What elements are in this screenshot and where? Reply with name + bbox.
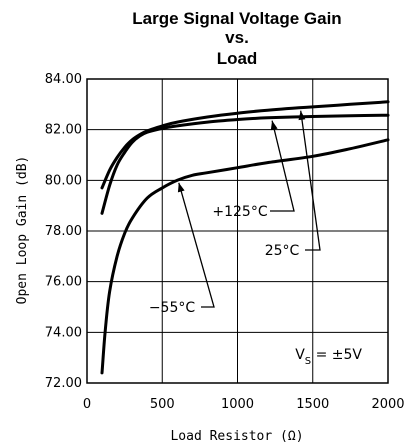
y-tick-label: 78.00 (45, 224, 82, 239)
y-tick-label: 80.00 (45, 173, 82, 188)
y-tick-label: 72.00 (45, 376, 82, 391)
plot-frame (86, 78, 389, 384)
gridlines (86, 78, 389, 384)
y-tick-label: 84.00 (45, 72, 82, 87)
series-line-minus55c (100, 138, 390, 375)
y-axis-label: Open Loop Gain (dB) (15, 156, 30, 305)
chart-title-line-1: Large Signal Voltage Gain (132, 9, 341, 28)
x-tick-label: 2000 (371, 397, 404, 412)
annotation-minus55c-label: −55°C (149, 300, 196, 316)
chart-title-line-2: vs. (225, 28, 249, 47)
annotation-125c-leader (270, 120, 295, 212)
chart-title-line-3: Load (217, 49, 258, 68)
series-annotations: +125°C 25°C −55°C (149, 110, 321, 316)
annotation-25c-arrowhead (298, 110, 306, 121)
x-axis-label: Load Resistor (Ω) (170, 429, 303, 444)
y-tick-label: 76.00 (45, 275, 82, 290)
supply-condition-value: = ±5V (311, 347, 362, 363)
annotation-minus55c-arrowhead (177, 182, 185, 193)
annotation-minus55c-leader (178, 182, 215, 308)
supply-condition-label: VS = ±5V (295, 347, 362, 367)
x-tick-label: 1500 (296, 397, 329, 412)
supply-condition-subscript: S (305, 356, 311, 367)
x-tick-labels: 0 500 1000 1500 2000 (83, 397, 405, 412)
y-tick-label: 82.00 (45, 123, 82, 138)
annotation-125c-arrowhead (270, 120, 278, 131)
annotation-25c-leader (300, 110, 321, 251)
y-tick-labels: 72.00 74.00 76.00 78.00 80.00 82.00 84.00 (45, 72, 82, 391)
x-tick-label: 500 (150, 397, 175, 412)
y-tick-label: 74.00 (45, 325, 82, 340)
annotation-25c-label: 25°C (265, 243, 300, 259)
series-line-25c (100, 100, 390, 190)
supply-condition-v: V (295, 347, 305, 363)
x-tick-label: 0 (83, 397, 91, 412)
annotation-125c-label: +125°C (212, 204, 267, 220)
x-tick-label: 1000 (221, 397, 254, 412)
